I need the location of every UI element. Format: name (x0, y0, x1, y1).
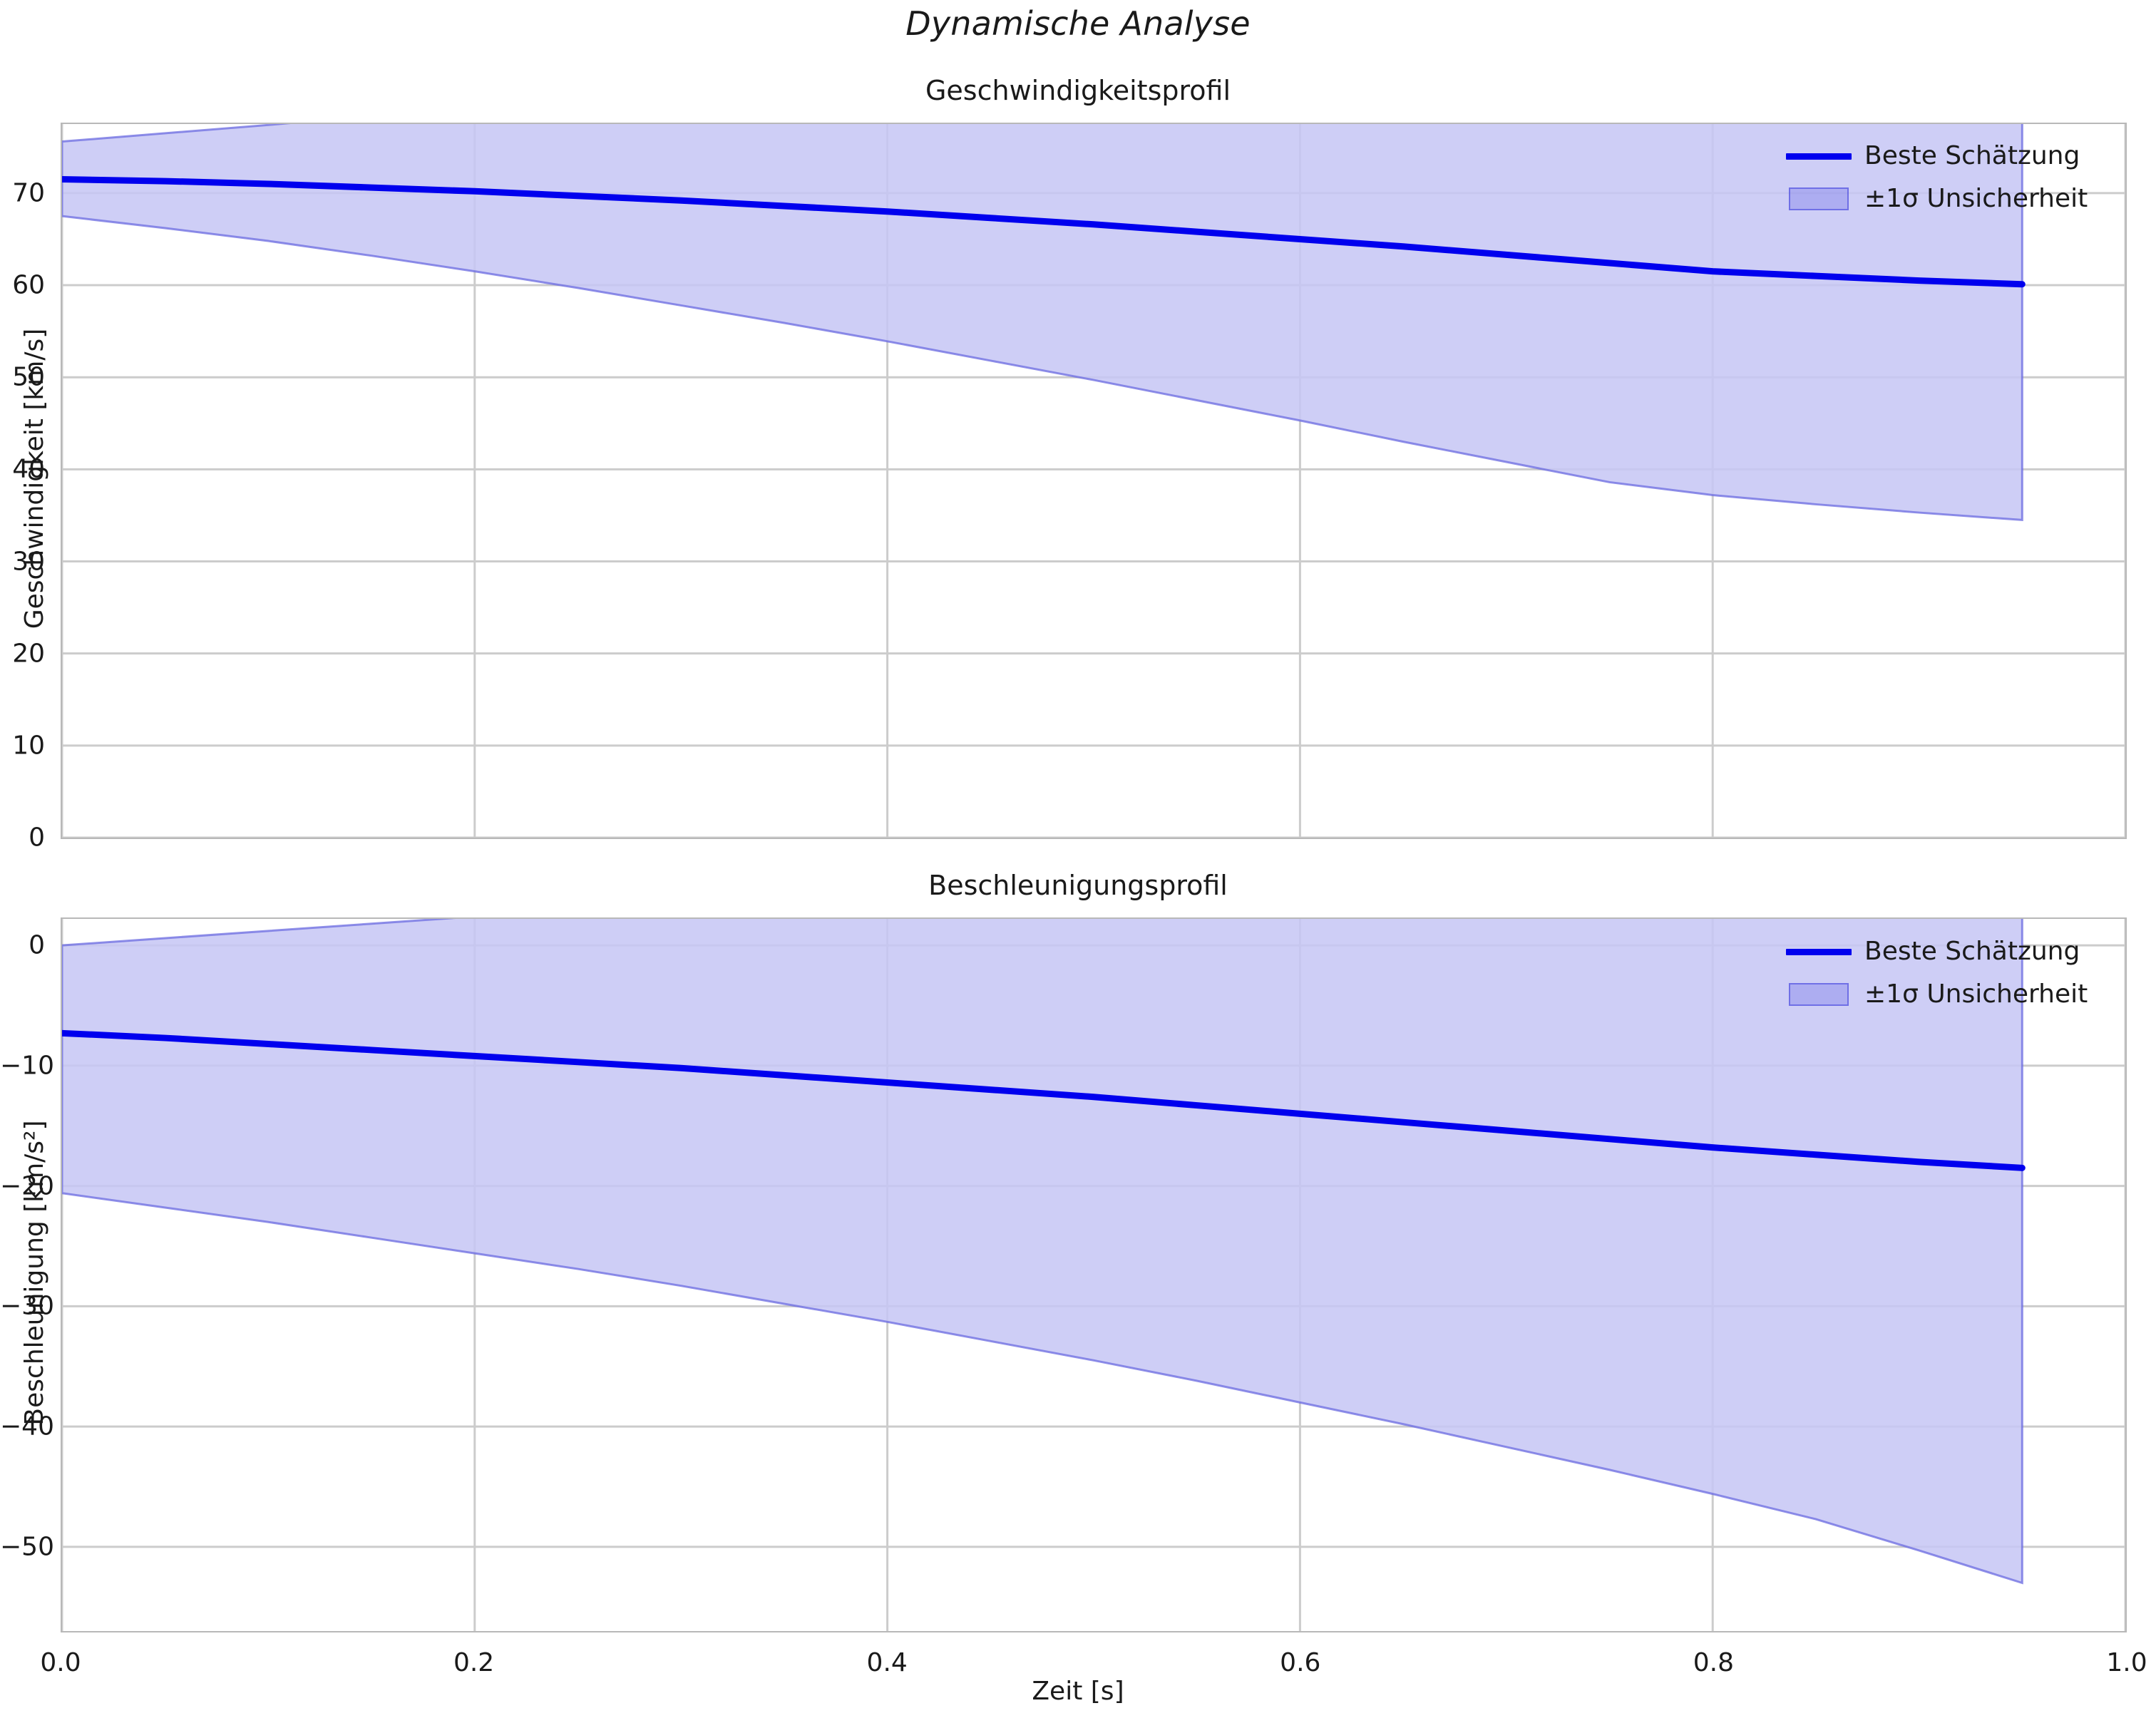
x-axis-label: Zeit [s] (1032, 1677, 1124, 1706)
legend-label-uncertainty-acc: ±1σ Unsicherheit (1864, 979, 2088, 1009)
velocity-legend: Beste Schätzung ±1σ Unsicherheit (1786, 140, 2088, 215)
velocity-y-tick: 70 (12, 178, 45, 208)
legend-label-best-estimate-acc: Beste Schätzung (1864, 937, 2080, 966)
velocity-y-tick: 20 (12, 639, 45, 669)
legend-line-swatch-acc (1786, 937, 1852, 966)
x-tick: 0.4 (866, 1648, 908, 1677)
legend-item-uncertainty[interactable]: ±1σ Unsicherheit (1786, 182, 2088, 215)
velocity-y-tick: 30 (12, 547, 45, 577)
legend-line-swatch (1786, 142, 1852, 170)
legend-item-best-estimate-acc[interactable]: Beste Schätzung (1786, 935, 2088, 968)
acceleration-y-tick: −30 (0, 1291, 54, 1321)
acceleration-y-axis-label: Beschleunigung [km/s²] (19, 1119, 49, 1426)
x-tick: 0.6 (1280, 1648, 1321, 1677)
velocity-y-tick: 50 (12, 362, 45, 392)
x-tick: 1.0 (2106, 1648, 2147, 1677)
acceleration-subplot-title: Beschleunigungsprofil (928, 870, 1228, 901)
velocity-y-tick: 60 (12, 270, 45, 300)
x-tick: 0.2 (453, 1648, 495, 1677)
legend-label-best-estimate: Beste Schätzung (1864, 141, 2080, 170)
acceleration-y-tick: −40 (0, 1411, 54, 1441)
legend-patch-swatch (1786, 185, 1852, 213)
legend-item-uncertainty-acc[interactable]: ±1σ Unsicherheit (1786, 978, 2088, 1011)
legend-patch-swatch-acc (1786, 980, 1852, 1009)
acceleration-y-tick: −50 (0, 1532, 54, 1562)
acceleration-plot-area (61, 917, 2127, 1632)
velocity-y-tick: 40 (12, 454, 45, 484)
figure-suptitle: Dynamische Analyse (905, 4, 1251, 43)
velocity-y-tick: 10 (12, 731, 45, 761)
acceleration-y-tick: −10 (0, 1051, 54, 1081)
legend-label-uncertainty: ±1σ Unsicherheit (1864, 184, 2088, 213)
velocity-plot-area (61, 123, 2127, 839)
velocity-y-tick: 0 (29, 823, 45, 853)
legend-item-best-estimate[interactable]: Beste Schätzung (1786, 140, 2088, 173)
acceleration-y-tick: 0 (29, 930, 45, 960)
acceleration-y-tick: −20 (0, 1171, 54, 1201)
velocity-subplot-title: Geschwindigkeitsprofil (925, 75, 1231, 106)
x-tick: 0.8 (1693, 1648, 1735, 1677)
x-tick: 0.0 (40, 1648, 81, 1677)
acceleration-legend: Beste Schätzung ±1σ Unsicherheit (1786, 935, 2088, 1011)
